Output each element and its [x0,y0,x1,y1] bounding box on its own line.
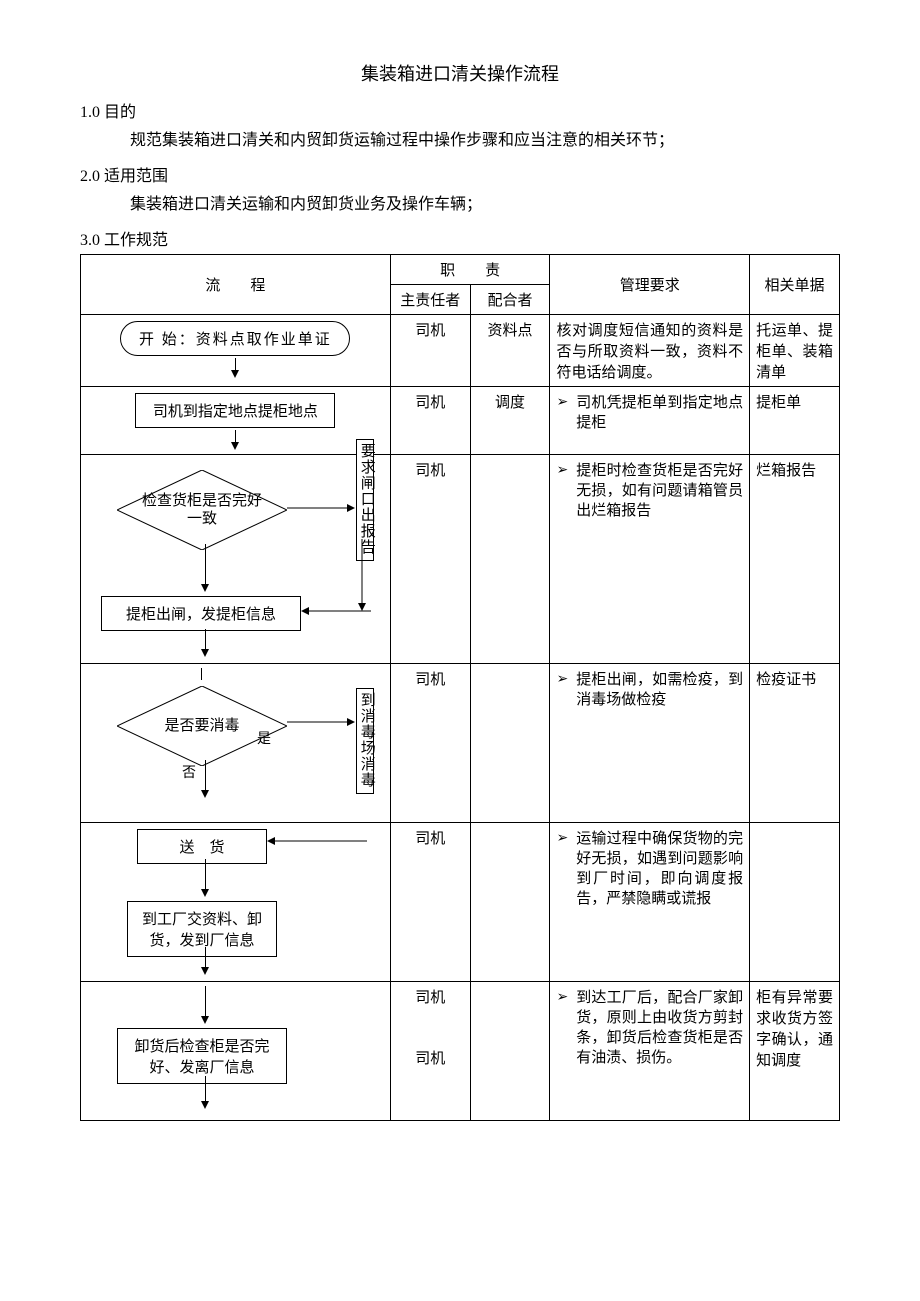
cell-doc: 烂箱报告 [750,455,840,664]
page-title: 集装箱进口清关操作流程 [80,60,840,86]
cell-req: 核对调度短信通知的资料是否与所取资料一致，资料不符电话给调度。 [550,315,750,387]
label-yes: 是 [257,728,271,748]
flow-exit-gate: 提柜出闸，发提柜信息 [101,596,301,631]
cell-resp: 司机 [390,315,470,387]
th-req: 管理要求 [550,255,750,315]
th-resp-coop: 配合者 [470,285,550,315]
cell-doc: 托运单、提柜单、装箱清单 [750,315,840,387]
flow-start: 开 始：资料点取作业单证 [120,321,350,356]
cell-resp: 司机 [390,823,470,982]
section-purpose-body: 规范集装箱进口清关和内贸卸货运输过程中操作步骤和应当注意的相关环节； [130,126,840,150]
bullet-icon: ➢ [556,461,568,481]
cell-resp: 司机 司机 [390,982,470,1121]
table-row: 卸货后检查柜是否完好、发离厂信息 司机 司机 ➢到达工厂后，配合厂家卸货，原则上… [81,982,840,1121]
flow-side-disinfect: 到消毒场消毒 [356,688,374,794]
table-row: 检查货柜是否完好一致 要求闸口出报告 [81,455,840,664]
cell-resp: 司机 [390,455,470,664]
arrow-down-icon [201,1016,209,1024]
flow-disinfect-decision: 是否要消毒 [117,686,287,766]
flow-check-container: 检查货柜是否完好一致 [117,470,287,550]
th-flow: 流 程 [81,255,391,315]
cell-doc: 提柜单 [750,387,840,455]
connector-icon [287,504,357,512]
cell-coop [470,982,550,1121]
cell-resp: 司机 [390,387,470,455]
arrow-down-icon [201,649,209,657]
arrow-down-icon [201,967,209,975]
arrow-down-icon [231,370,239,378]
cell-coop [470,664,550,823]
cell-coop: 调度 [470,387,550,455]
cell-coop: 资料点 [470,315,550,387]
arrow-down-icon [231,442,239,450]
cell-req: ➢到达工厂后，配合厂家卸货，原则上由收货方剪封条，卸货后检查货柜是否有油渍、损伤… [550,982,750,1121]
cell-coop [470,823,550,982]
connector-icon [358,539,366,611]
cell-doc [750,823,840,982]
section-norm-head: 3.0 工作规范 [80,226,840,250]
cell-req: ➢运输过程中确保货物的完好无损，如遇到问题影响到厂时间，即向调度报告，严禁隐瞒或… [550,823,750,982]
th-doc: 相关单据 [750,255,840,315]
arrow-down-icon [201,889,209,897]
table-row: 送 货 到工厂交资料、卸货，发到厂信息 司机 ➢运输过程中确保 [81,823,840,982]
cell-resp: 司机 [390,664,470,823]
cell-doc: 检疫证书 [750,664,840,823]
table-row: 开 始：资料点取作业单证 司机 资料点 核对调度短信通知的资料是否与所取资料一致… [81,315,840,387]
cell-doc: 柜有异常要求收货方签字确认，通知调度 [750,982,840,1121]
connector-icon [301,607,371,615]
flow-goto-pickup: 司机到指定地点提柜地点 [135,393,335,428]
bullet-icon: ➢ [556,393,568,413]
cell-req: ➢司机凭提柜单到指定地点提柜 [550,387,750,455]
workflow-table: 流 程 职 责 管理要求 相关单据 主责任者 配合者 开 始：资料点取作业单证 … [80,254,840,1121]
connector-icon [287,718,357,726]
section-scope-body: 集装箱进口清关运输和内贸卸货业务及操作车辆； [130,190,840,214]
th-resp-main: 主责任者 [390,285,470,315]
bullet-icon: ➢ [556,829,568,849]
section-purpose-head: 1.0 目的 [80,98,840,122]
table-row: 司机到指定地点提柜地点 司机 调度 ➢司机凭提柜单到指定地点提柜 提柜单 [81,387,840,455]
cell-req: ➢提柜时检查货柜是否完好无损，如有问题请箱管员出烂箱报告 [550,455,750,664]
section-scope-head: 2.0 适用范围 [80,162,840,186]
cell-req: ➢提柜出闸，如需检疫，到消毒场做检疫 [550,664,750,823]
table-row: 是否要消毒 是 否 到消毒场消毒 司机 ➢提柜出闸，如需 [81,664,840,823]
bullet-icon: ➢ [556,988,568,1008]
th-resp-group: 职 责 [390,255,550,285]
bullet-icon: ➢ [556,670,568,690]
arrow-down-icon [201,790,209,798]
connector-icon [267,837,367,845]
cell-coop [470,455,550,664]
label-no: 否 [182,762,196,782]
arrow-down-icon [201,1101,209,1109]
arrow-down-icon [201,584,209,592]
